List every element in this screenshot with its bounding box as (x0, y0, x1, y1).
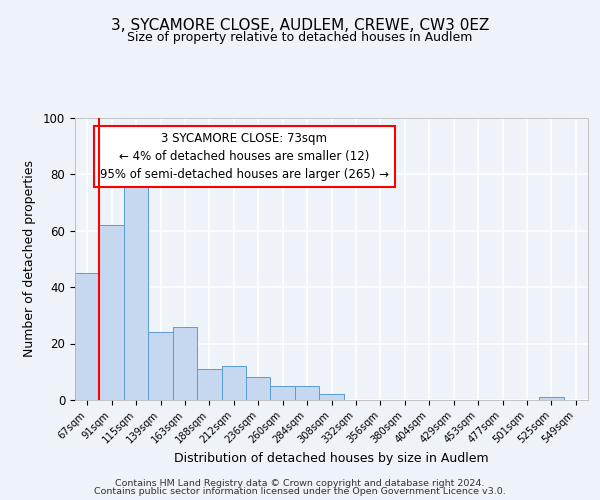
Bar (100, 225, 124, 400)
Bar (124, 162, 148, 400)
Bar (271, 386, 295, 400)
Bar (148, 332, 173, 400)
Bar (295, 386, 319, 400)
Bar (319, 394, 344, 400)
X-axis label: Distribution of detached houses by size in Audlem: Distribution of detached houses by size … (174, 452, 489, 466)
Text: 3, SYCAMORE CLOSE, AUDLEM, CREWE, CW3 0EZ: 3, SYCAMORE CLOSE, AUDLEM, CREWE, CW3 0E… (111, 18, 489, 32)
Bar (173, 326, 197, 400)
Bar (75, 273, 100, 400)
Bar (197, 369, 221, 400)
Bar (221, 366, 246, 400)
Text: Size of property relative to detached houses in Audlem: Size of property relative to detached ho… (127, 32, 473, 44)
Text: Contains public sector information licensed under the Open Government Licence v3: Contains public sector information licen… (94, 488, 506, 496)
Text: Contains HM Land Registry data © Crown copyright and database right 2024.: Contains HM Land Registry data © Crown c… (115, 478, 485, 488)
Y-axis label: Number of detached properties: Number of detached properties (23, 160, 36, 357)
Bar (539, 397, 563, 400)
Bar (246, 378, 271, 400)
Text: 3 SYCAMORE CLOSE: 73sqm
← 4% of detached houses are smaller (12)
95% of semi-det: 3 SYCAMORE CLOSE: 73sqm ← 4% of detached… (100, 132, 389, 180)
